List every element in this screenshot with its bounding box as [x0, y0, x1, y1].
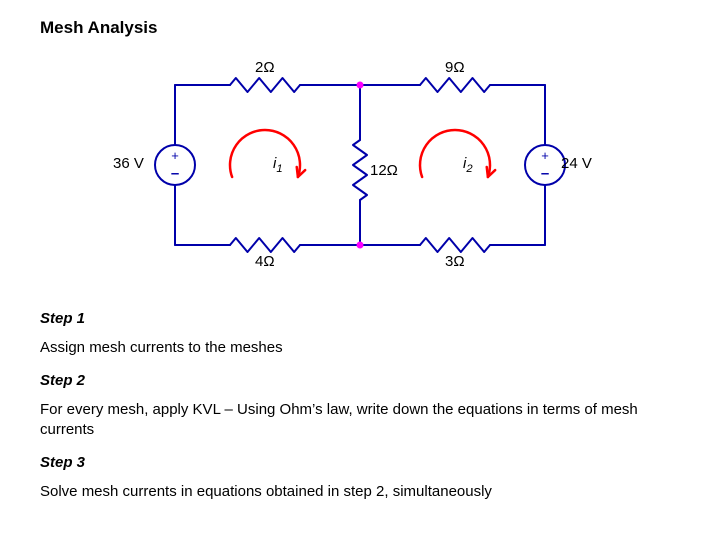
label-r-mid: 12Ω	[370, 162, 398, 179]
label-r-top1: 2Ω	[255, 59, 275, 76]
page-title: Mesh Analysis	[40, 18, 157, 38]
step2-text: For every mesh, apply KVL – Using Ohm’s …	[40, 400, 660, 439]
step1-heading: Step 1	[40, 310, 85, 327]
step2-heading: Step 2	[40, 372, 85, 389]
label-r-bot1: 4Ω	[255, 253, 275, 270]
label-i2: i2	[463, 155, 473, 175]
svg-text:–: –	[541, 165, 549, 182]
circuit-diagram: + – + –	[100, 55, 600, 285]
svg-text:+: +	[171, 148, 179, 163]
svg-text:–: –	[171, 165, 179, 182]
step3-text: Solve mesh currents in equations obtaine…	[40, 482, 660, 502]
label-v-right: 24 V	[561, 155, 592, 172]
svg-text:+: +	[541, 148, 549, 163]
step1-text: Assign mesh currents to the meshes	[40, 338, 660, 358]
label-r-bot2: 3Ω	[445, 253, 465, 270]
label-i1: i1	[273, 155, 283, 175]
label-v-left: 36 V	[113, 155, 144, 172]
step3-heading: Step 3	[40, 454, 85, 471]
label-r-top2: 9Ω	[445, 59, 465, 76]
